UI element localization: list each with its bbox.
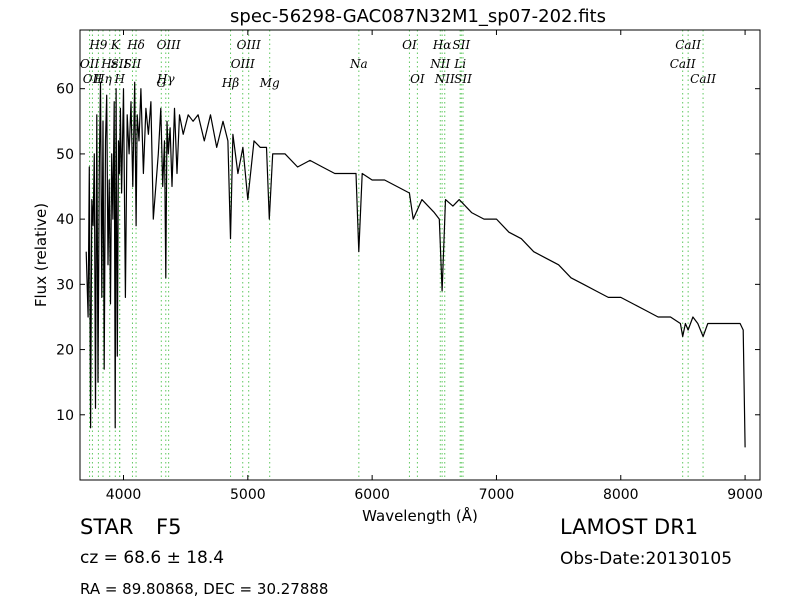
spectral-line-label: OI xyxy=(402,38,417,52)
spectral-line-label: OIII xyxy=(231,57,255,71)
spectral-line-label: Hη xyxy=(93,72,112,86)
y-tick-label: 60 xyxy=(56,82,74,98)
x-axis-label: Wavelength (Å) xyxy=(362,506,478,525)
y-axis-ticks: 10 20 30 40 50 60 xyxy=(56,82,760,424)
x-tick-label: 8000 xyxy=(603,487,639,503)
x-axis-ticks: 4000 5000 6000 7000 8000 9000 xyxy=(106,30,763,503)
spectral-line-label: SII xyxy=(454,72,472,86)
subclass: F5 xyxy=(156,515,182,539)
spectral-line-label: Hγ xyxy=(156,72,175,86)
x-tick-label: 7000 xyxy=(479,487,515,503)
obs-date: Obs-Date:20130105 xyxy=(560,549,733,569)
spectral-line-label: OIII xyxy=(237,38,261,52)
spectral-line-label: Hε xyxy=(100,57,118,71)
spectral-line-label: SII xyxy=(124,57,142,71)
x-tick-label: 9000 xyxy=(727,487,763,503)
y-tick-label: 10 xyxy=(56,408,74,424)
y-tick-label: 20 xyxy=(56,343,74,359)
coordinates: RA = 89.80868, DEC = 30.27888 xyxy=(80,580,329,598)
object-class: STAR xyxy=(80,515,134,539)
survey-name: LAMOST DR1 xyxy=(560,515,699,539)
spectral-line-label: CaII xyxy=(690,72,716,86)
spectral-line-label: Na xyxy=(349,57,368,71)
spectral-line-label: CaII xyxy=(675,38,701,52)
spectral-line-label: G xyxy=(157,76,167,90)
spectral-line-label: NII xyxy=(434,72,455,86)
spectral-line-label: NII xyxy=(429,57,450,71)
spectral-line-label: OII xyxy=(80,57,100,71)
x-tick-label: 5000 xyxy=(230,487,266,503)
spectral-line-label: OI xyxy=(410,72,425,86)
spectral-line-label: Hα xyxy=(432,38,452,52)
redshift-text: cz = 68.6 ± 18.4 xyxy=(80,548,225,568)
y-axis-label: Flux (relative) xyxy=(32,203,50,307)
spectral-line-label: SII xyxy=(452,38,470,52)
spectral-line-label: OII xyxy=(83,72,103,86)
spectral-line-label: K xyxy=(110,38,121,52)
spectral-line-label: H xyxy=(114,72,126,86)
spectrum-line xyxy=(85,81,746,448)
spectral-line-labels: OIIOIIH9HηHεKSIIHSIIHδGHγOIIIHβOIIIOIIIM… xyxy=(80,38,716,90)
plot-frame xyxy=(79,29,761,481)
y-tick-label: 40 xyxy=(56,212,74,228)
y-tick-label: 30 xyxy=(56,277,74,293)
x-tick-label: 6000 xyxy=(354,487,390,503)
x-tick-label: 4000 xyxy=(106,487,142,503)
spectral-line-label: Hδ xyxy=(126,38,145,52)
chart-title: spec-56298-GAC087N32M1_sp07-202.fits xyxy=(230,6,606,27)
spectral-line-label: Mg xyxy=(259,76,280,90)
spectral-line-label: H9 xyxy=(88,38,107,52)
spectral-line-label: OIII xyxy=(157,38,181,52)
spectral-line-label: CaII xyxy=(670,57,696,71)
spectral-line-label: Hβ xyxy=(221,76,239,90)
spectral-line-label: Li xyxy=(453,57,466,71)
spectral-line-label: SII xyxy=(111,57,129,71)
spectral-line-markers xyxy=(89,30,704,480)
y-tick-label: 50 xyxy=(56,147,74,163)
